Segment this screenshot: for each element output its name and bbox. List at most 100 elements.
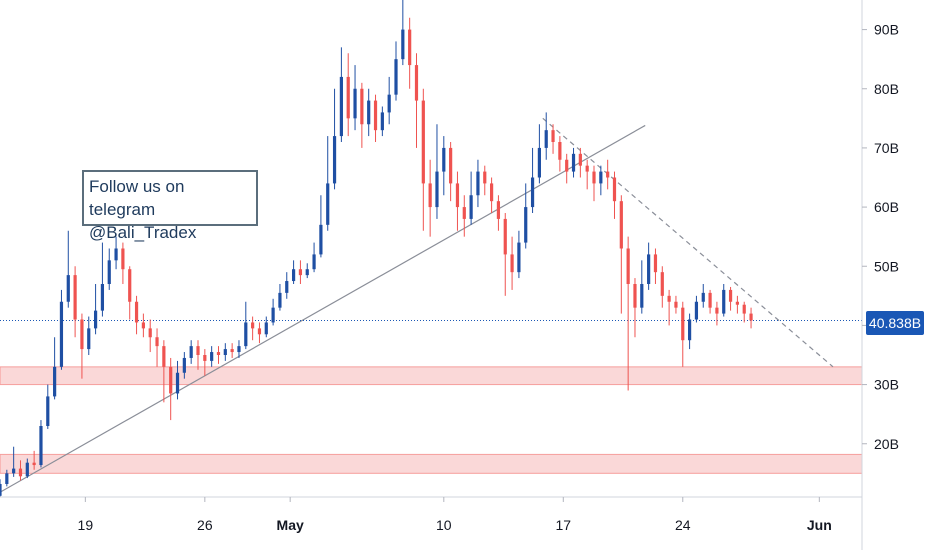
candle-body (114, 248, 118, 261)
candle-body (305, 269, 309, 276)
candle-body (722, 289, 726, 314)
candle-body (558, 142, 562, 160)
candle-body (380, 112, 384, 131)
candle-body (435, 171, 439, 208)
candle (223, 343, 227, 361)
candle (380, 106, 384, 137)
candle (73, 266, 77, 338)
candle-body (462, 207, 466, 219)
candle (237, 340, 241, 358)
candle (612, 171, 617, 219)
candle (387, 76, 391, 125)
candle (551, 124, 555, 154)
candle (12, 446, 16, 477)
candle (305, 263, 309, 279)
y-tick-label: 30B (874, 377, 899, 393)
candle (332, 88, 337, 190)
candle (312, 242, 316, 273)
candle-body (681, 307, 685, 341)
candle-body (134, 301, 139, 323)
candle (175, 360, 180, 400)
candle-body (612, 177, 617, 202)
candle (742, 301, 746, 323)
candle-body (39, 426, 43, 466)
x-tick-label: 24 (675, 517, 691, 533)
candle (251, 316, 255, 341)
candle-body (46, 396, 50, 426)
candle (367, 88, 371, 137)
candle-body (319, 224, 323, 255)
candle (715, 301, 719, 326)
y-axis: 90B80B70B60B50B40B30B20B (862, 22, 899, 452)
candle-body (312, 254, 316, 270)
candle (653, 248, 658, 284)
candle-body (373, 100, 378, 131)
candle (271, 298, 275, 326)
candle-body (264, 322, 268, 335)
candle (46, 384, 50, 429)
candle (408, 17, 412, 89)
candle-body (667, 295, 671, 302)
candle-body (571, 153, 576, 172)
candle (230, 343, 234, 358)
candle (558, 136, 562, 172)
telegram-annotation[interactable]: Follow us on telegram @Bali_Tradex (82, 170, 258, 242)
candle (571, 147, 576, 178)
candle (155, 328, 159, 367)
candle (749, 307, 753, 329)
candle-body (414, 65, 419, 101)
candle (278, 284, 282, 311)
candle (435, 124, 439, 219)
candle-body (530, 177, 535, 208)
support-zones (0, 366, 863, 474)
candle (517, 230, 521, 279)
candle (189, 340, 193, 364)
candle (339, 47, 343, 142)
candle-body (606, 171, 610, 178)
candle-body (182, 357, 186, 373)
x-tick-label: 26 (197, 517, 213, 533)
candle-body (278, 292, 282, 308)
candle (66, 230, 70, 308)
candle (667, 289, 671, 326)
candle (5, 469, 9, 487)
candle-body (121, 248, 125, 270)
candle (496, 195, 501, 231)
candle-body (339, 76, 343, 137)
candle-body (66, 275, 70, 302)
candle (449, 142, 453, 202)
current-price-tag: 40.838B (866, 311, 924, 335)
candle-body (285, 281, 289, 293)
candle (708, 289, 712, 314)
candle (216, 346, 221, 364)
candle-body (503, 218, 507, 255)
candle-body (708, 292, 712, 308)
candle-body (455, 183, 460, 208)
x-tick-label: Jun (807, 517, 832, 533)
candle-body (80, 319, 84, 350)
candle-body (544, 130, 548, 148)
candle (619, 195, 623, 314)
candle (373, 94, 378, 142)
candle-body (653, 254, 658, 273)
candle (25, 458, 29, 479)
candle-body (12, 468, 16, 474)
y-tick-label: 60B (874, 199, 899, 215)
candle (244, 301, 248, 350)
candle-body (73, 275, 77, 320)
candle-body (251, 322, 255, 329)
candle-body (421, 100, 425, 184)
candle (592, 165, 596, 202)
candle-body (387, 94, 391, 113)
candle (633, 278, 637, 338)
candle-body (18, 468, 23, 477)
candle (483, 165, 487, 196)
candle-body (87, 328, 91, 350)
candle-body (0, 483, 2, 496)
candle (585, 159, 589, 190)
y-tick-label: 50B (874, 258, 899, 274)
candle (469, 171, 473, 225)
candle (182, 352, 186, 379)
candle-body (517, 242, 521, 273)
